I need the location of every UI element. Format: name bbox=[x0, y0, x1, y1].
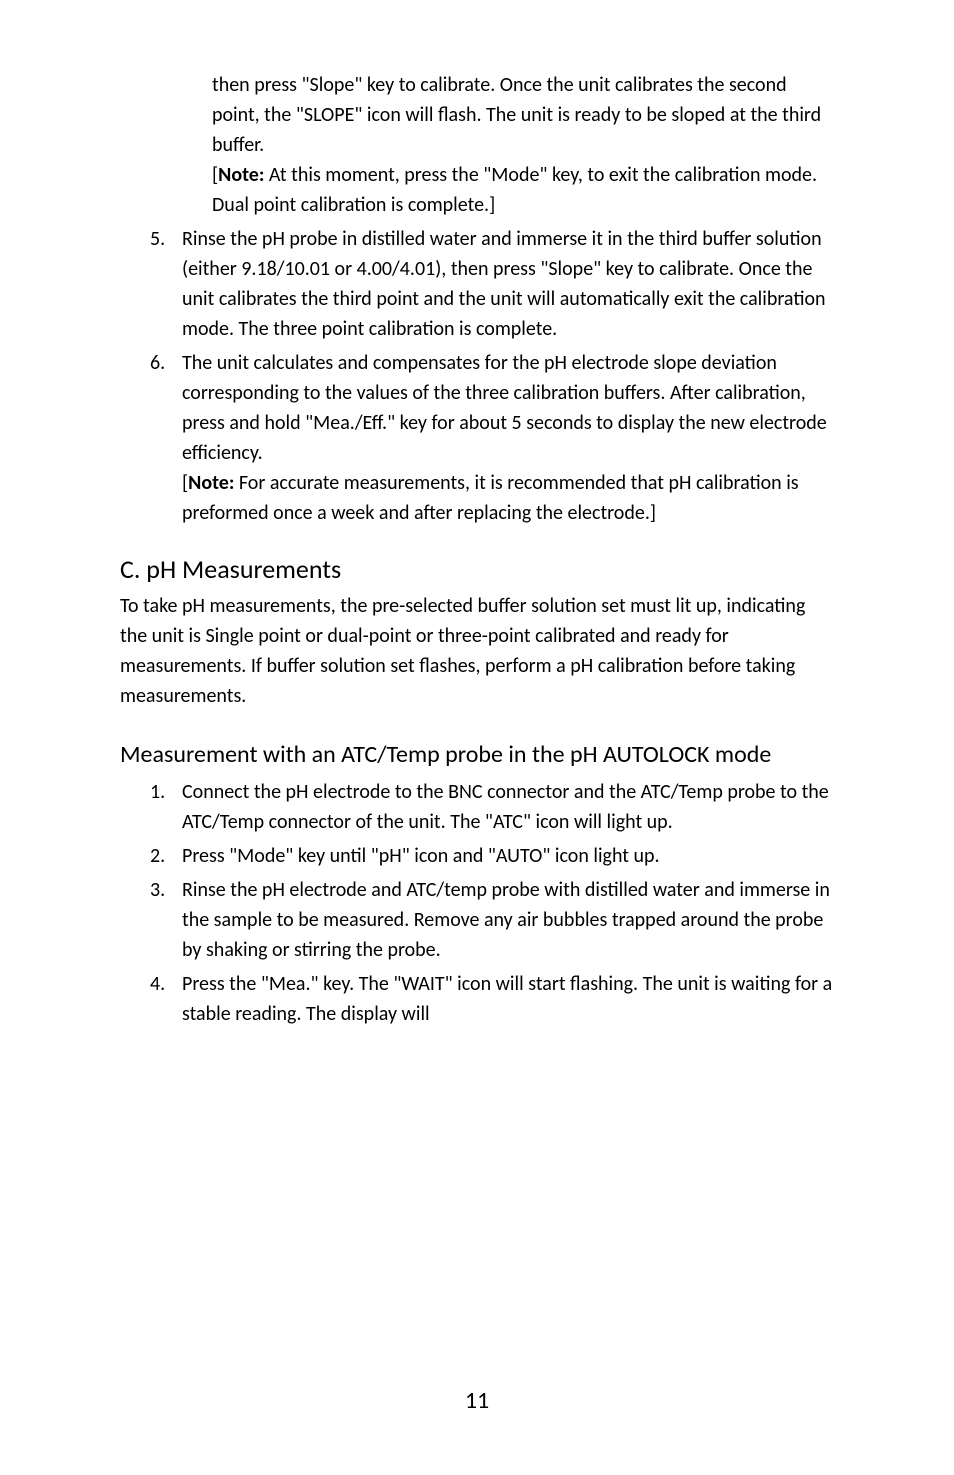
page: then press "Slope" key to calibrate. Onc… bbox=[0, 0, 954, 1475]
text: then press "Slope" key to calibrate. Onc… bbox=[212, 73, 821, 157]
list-number: 6. bbox=[120, 348, 182, 528]
note-text: For accurate measurements, it is recomme… bbox=[182, 471, 799, 525]
list-item-4-continued: then press "Slope" key to calibrate. Onc… bbox=[120, 70, 834, 220]
heading-c-ph-measurements: C. pH Measurements bbox=[120, 552, 834, 587]
list-item-4: 4. Press the "Mea." key. The "WAIT" icon… bbox=[120, 969, 834, 1029]
list-item-1: 1. Connect the pH electrode to the BNC c… bbox=[120, 777, 834, 837]
list-item-2: 2. Press "Mode" key until "pH" icon and … bbox=[120, 841, 834, 871]
note-label: Note: bbox=[188, 471, 234, 495]
list-body: Rinse the pH probe in distilled water an… bbox=[182, 224, 834, 344]
list-item-5: 5. Rinse the pH probe in distilled water… bbox=[120, 224, 834, 344]
note-text: At this moment, press the "Mode" key, to… bbox=[212, 163, 817, 217]
heading-measurement-autolock: Measurement with an ATC/Temp probe in th… bbox=[120, 739, 834, 771]
list-number: 3. bbox=[120, 875, 182, 965]
list-number: 5. bbox=[120, 224, 182, 344]
list-body: Press "Mode" key until "pH" icon and "AU… bbox=[182, 841, 834, 871]
list-body: The unit calculates and compensates for … bbox=[182, 348, 834, 528]
page-number: 11 bbox=[0, 1386, 954, 1415]
list-body: Rinse the pH electrode and ATC/temp prob… bbox=[182, 875, 834, 965]
list-item-6: 6. The unit calculates and compensates f… bbox=[120, 348, 834, 528]
list-number: 2. bbox=[120, 841, 182, 871]
list-body: Press the "Mea." key. The "WAIT" icon wi… bbox=[182, 969, 834, 1029]
note-label: Note: bbox=[218, 163, 264, 187]
text: The unit calculates and compensates for … bbox=[182, 351, 827, 465]
list-body: Connect the pH electrode to the BNC conn… bbox=[182, 777, 834, 837]
list-number: 4. bbox=[120, 969, 182, 1029]
paragraph: To take pH measurements, the pre-selecte… bbox=[120, 591, 834, 711]
list-item-3: 3. Rinse the pH electrode and ATC/temp p… bbox=[120, 875, 834, 965]
list-number: 1. bbox=[120, 777, 182, 837]
